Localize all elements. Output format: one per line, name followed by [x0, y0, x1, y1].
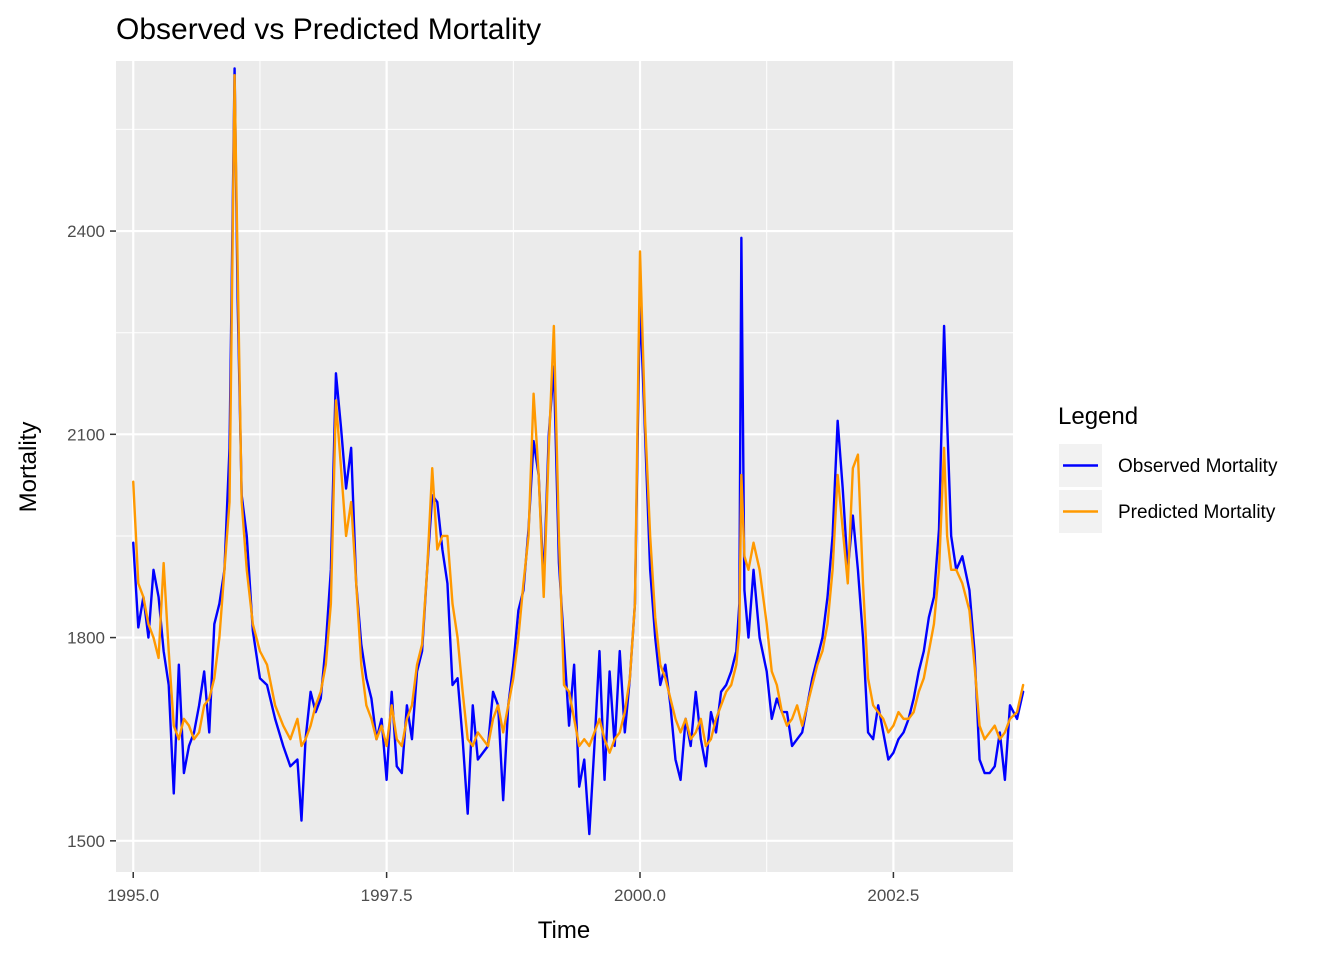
legend: Legend Observed Mortality Predicted Morta… — [1058, 403, 1278, 533]
legend-title: Legend — [1058, 403, 1138, 430]
y-tick-label: 1500 — [67, 832, 105, 851]
plot-panel — [116, 61, 1013, 872]
minor-gridlines — [116, 61, 1013, 872]
x-tick-label: 1995.0 — [107, 886, 159, 905]
legend-label: Predicted Mortality — [1118, 502, 1276, 523]
predicted-mortality-line — [132, 74, 1025, 754]
major-gridlines — [116, 61, 1013, 872]
legend-label: Observed Mortality — [1118, 456, 1278, 477]
x-tick-label: 2002.5 — [867, 886, 919, 905]
observed-mortality-line — [132, 67, 1025, 836]
y-tick-label: 2100 — [67, 425, 105, 444]
y-axis: 1500 1800 2100 2400 — [67, 222, 116, 851]
series-layer — [132, 67, 1025, 836]
y-axis-title: Mortality — [15, 422, 42, 513]
y-tick-label: 1800 — [67, 629, 105, 648]
x-axis-title: Time — [538, 917, 590, 944]
y-tick-label: 2400 — [67, 222, 105, 241]
x-tick-label: 2000.0 — [614, 886, 666, 905]
chart-title: Observed vs Predicted Mortality — [116, 13, 541, 46]
x-axis: 1995.0 1997.5 2000.0 2002.5 — [107, 872, 919, 905]
x-tick-label: 1997.5 — [361, 886, 413, 905]
legend-items: Observed Mortality Predicted Mortality — [1059, 444, 1278, 533]
